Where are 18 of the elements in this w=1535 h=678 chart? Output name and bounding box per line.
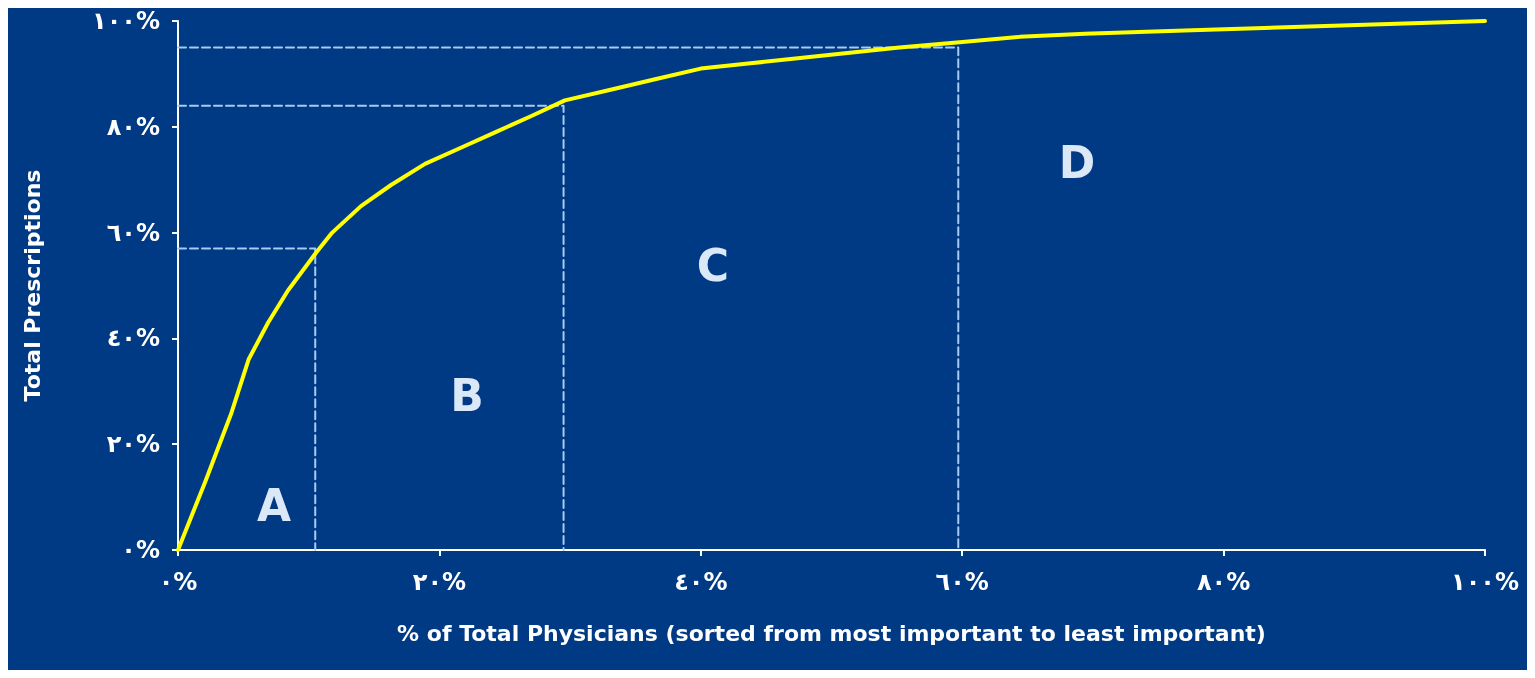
x-tick-label: ٤٠% xyxy=(674,568,728,596)
y-tick-label: ٢٠% xyxy=(106,430,160,459)
x-tick-label: ٢٠% xyxy=(412,568,467,596)
y-tick-label: ١٠٠% xyxy=(92,7,160,35)
annotation: A xyxy=(256,479,292,531)
y-axis-title: Total Prescriptions xyxy=(19,169,45,402)
x-tick-label: ٦٠% xyxy=(935,568,989,596)
y-tick-label: ٤٠% xyxy=(106,324,160,353)
x-tick-label: ٨٠% xyxy=(1196,568,1251,596)
x-tick-label: ١٠٠% xyxy=(1451,568,1519,596)
y-tick-label: ٨٠% xyxy=(106,112,160,141)
annotation: D xyxy=(1058,136,1096,188)
x-tick-label: ٠% xyxy=(158,568,198,596)
annotation: B xyxy=(450,369,484,421)
y-tick-label: ٦٠% xyxy=(106,218,160,247)
x-axis-title: % of Total Physicians (sorted from most important to least important) xyxy=(397,620,1266,646)
y-tick-label: ٠% xyxy=(121,536,160,564)
annotation: C xyxy=(696,239,730,291)
